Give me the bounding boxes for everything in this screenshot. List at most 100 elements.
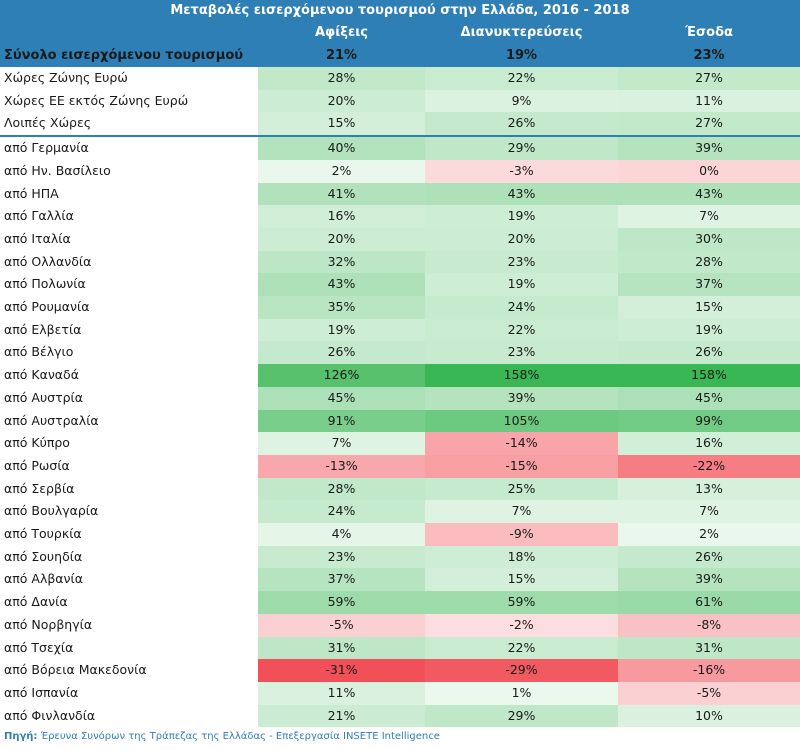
row-label: από Αυστραλία [4, 412, 99, 428]
cell-receipts: 39% [618, 135, 800, 160]
cell-receipts: 11% [618, 89, 800, 113]
cell-arrivals: 21% [258, 704, 425, 728]
cell-receipts: 13% [618, 477, 800, 501]
cell-arrivals: 2% [258, 159, 425, 183]
table-row: από Κύπρο 7% -14% 16% [0, 432, 800, 455]
cell-receipts: -16% [618, 659, 800, 682]
cell-arrivals: 43% [258, 273, 425, 297]
cell-receipts: 158% [618, 364, 800, 387]
cell-arrivals: 31% [258, 636, 425, 660]
table-row: από Πολωνία 43% 19% 37% [0, 273, 800, 297]
source-note: Πηγή: Έρευνα Συνόρων της Τράπεζας της Ελ… [4, 731, 440, 742]
cell-nights: 24% [425, 296, 618, 319]
row-label: από Ρωσία [4, 457, 70, 473]
cell-receipts: 16% [618, 432, 800, 455]
row-label: Λοιπές Χώρες [4, 115, 92, 131]
row-label: από Ισπανία [4, 684, 79, 700]
row-label: από Ολλανδία [4, 253, 92, 269]
table-row: από Αυστραλία 91% 105% 99% [0, 409, 800, 433]
cell-nights: -2% [425, 613, 618, 637]
cell-arrivals: 41% [258, 182, 425, 206]
cell-arrivals: 20% [258, 227, 425, 251]
cell-nights: 15% [425, 568, 618, 592]
cell-nights: 23% [425, 341, 618, 365]
cell-arrivals: 45% [258, 386, 425, 410]
cell-nights: -9% [425, 523, 618, 546]
cell-arrivals: 11% [258, 681, 425, 705]
cell-receipts: 28% [618, 250, 800, 274]
cell-receipts: 10% [618, 704, 800, 728]
row-label: από Ην. Βασίλειο [4, 162, 111, 178]
column-header-receipts: Έσοδα [618, 22, 800, 44]
table-row: Χώρες Ζώνης Ευρώ 28% 22% 27% [0, 67, 800, 90]
cell-nights: 20% [425, 227, 618, 251]
table-row: από Τσεχία 31% 22% 31% [0, 636, 800, 660]
row-label: από Γερμανία [0, 135, 258, 160]
row-label: από Βουλγαρία [4, 503, 99, 519]
cell-arrivals: 15% [258, 112, 425, 137]
source-label: Πηγή: [4, 731, 38, 742]
table-row: από Νορβηγία -5% -2% -8% [0, 613, 800, 637]
cell-arrivals: 7% [258, 432, 425, 455]
cell-arrivals: 23% [258, 545, 425, 569]
cell-arrivals: -31% [258, 659, 425, 682]
row-label: από Καναδά [4, 367, 79, 383]
cell-receipts: 27% [618, 67, 800, 90]
cell-receipts: 2% [618, 523, 800, 546]
cell-receipts: 37% [618, 273, 800, 297]
cell-receipts: -8% [618, 613, 800, 637]
cell-arrivals: 40% [258, 135, 425, 160]
total-receipts: 23% [618, 44, 800, 67]
cell-nights: -29% [425, 659, 618, 682]
row-label: από Φινλανδία [4, 707, 96, 723]
cell-nights: 22% [425, 318, 618, 342]
row-label: από Βέλγιο [4, 344, 74, 360]
cell-nights: 29% [425, 704, 618, 728]
row-label: από Σουηδία [4, 548, 83, 564]
cell-receipts: 19% [618, 318, 800, 342]
cell-arrivals: 59% [258, 591, 425, 614]
cell-nights: -3% [425, 159, 618, 183]
total-arrivals: 21% [258, 44, 425, 67]
column-header-row: Αφίξεις Διανυκτερεύσεις Έσοδα [0, 22, 800, 44]
cell-arrivals: 24% [258, 500, 425, 524]
table-row: από Ολλανδία 32% 23% 28% [0, 250, 800, 274]
cell-nights: -15% [425, 454, 618, 478]
table-row: από Γαλλία 16% 19% 7% [0, 205, 800, 228]
cell-receipts: -5% [618, 681, 800, 705]
row-label: από ΗΠΑ [4, 185, 59, 201]
row-label: από Αλβανία [4, 571, 84, 587]
row-label: από Πολωνία [4, 276, 86, 292]
cell-arrivals: 37% [258, 568, 425, 592]
row-label: από Γαλλία [4, 208, 74, 224]
cell-receipts: 15% [618, 296, 800, 319]
column-header-arrivals: Αφίξεις [258, 22, 425, 44]
table-row: από Βουλγαρία 24% 7% 7% [0, 500, 800, 524]
table-row: από Ρουμανία 35% 24% 15% [0, 296, 800, 319]
total-row: Σύνολο εισερχόμενου τουρισμού 21% 19% 23… [0, 44, 800, 67]
row-label: Χώρες ΕΕ εκτός Ζώνης Ευρώ [4, 92, 189, 108]
cell-nights: 23% [425, 250, 618, 274]
cell-receipts: 61% [618, 591, 800, 614]
row-label: από Αυστρία [4, 389, 84, 405]
cell-arrivals: -5% [258, 613, 425, 637]
table-row: από Ην. Βασίλειο 2% -3% 0% [0, 159, 800, 183]
cell-receipts: 27% [618, 112, 800, 137]
table-row: από Ρωσία -13% -15% -22% [0, 454, 800, 478]
cell-arrivals: 20% [258, 89, 425, 113]
table-row: από Ιταλία 20% 20% 30% [0, 227, 800, 251]
table-row: Χώρες ΕΕ εκτός Ζώνης Ευρώ 20% 9% 11% [0, 89, 800, 113]
table-row: από Ισπανία 11% 1% -5% [0, 681, 800, 705]
header-empty-cell [0, 22, 258, 44]
table-row: από ΗΠΑ 41% 43% 43% [0, 182, 800, 206]
row-label: Χώρες Ζώνης Ευρώ [4, 70, 128, 85]
cell-arrivals: 126% [258, 364, 425, 387]
cell-receipts: 26% [618, 545, 800, 569]
cell-arrivals: 26% [258, 341, 425, 365]
cell-nights: 22% [425, 636, 618, 660]
table-row: από Αλβανία 37% 15% 39% [0, 568, 800, 592]
cell-arrivals: -13% [258, 454, 425, 478]
table-row: από Αυστρία 45% 39% 45% [0, 386, 800, 410]
table-title: Μεταβολές εισερχόμενου τουρισμού στην Ελ… [0, 0, 800, 22]
cell-nights: 29% [425, 135, 618, 160]
